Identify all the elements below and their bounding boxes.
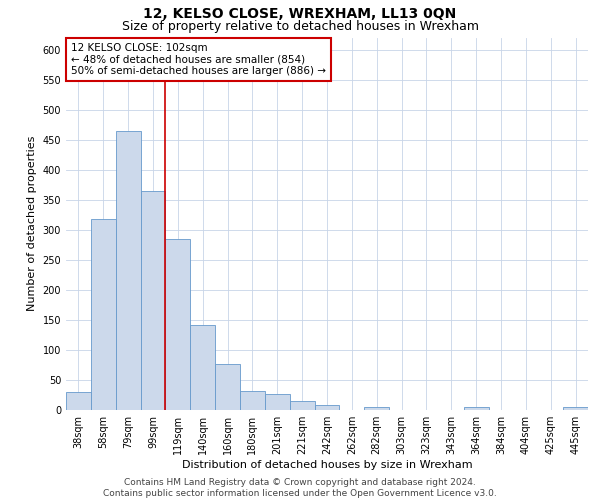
Text: 12 KELSO CLOSE: 102sqm
← 48% of detached houses are smaller (854)
50% of semi-de: 12 KELSO CLOSE: 102sqm ← 48% of detached…: [71, 43, 326, 76]
Bar: [364, 407, 389, 410]
Text: Size of property relative to detached houses in Wrexham: Size of property relative to detached ho…: [121, 20, 479, 33]
Bar: [215, 364, 240, 410]
Text: Contains HM Land Registry data © Crown copyright and database right 2024.
Contai: Contains HM Land Registry data © Crown c…: [103, 478, 497, 498]
Bar: [265, 394, 290, 410]
Bar: [140, 190, 166, 410]
Bar: [240, 392, 265, 410]
Bar: [66, 392, 91, 410]
Bar: [190, 324, 215, 410]
Bar: [290, 401, 314, 410]
Bar: [116, 130, 140, 410]
Bar: [166, 239, 190, 410]
Bar: [464, 407, 488, 410]
X-axis label: Distribution of detached houses by size in Wrexham: Distribution of detached houses by size …: [182, 460, 472, 470]
Bar: [314, 405, 340, 410]
Y-axis label: Number of detached properties: Number of detached properties: [27, 136, 37, 312]
Bar: [91, 219, 116, 410]
Bar: [563, 407, 588, 410]
Text: 12, KELSO CLOSE, WREXHAM, LL13 0QN: 12, KELSO CLOSE, WREXHAM, LL13 0QN: [143, 8, 457, 22]
